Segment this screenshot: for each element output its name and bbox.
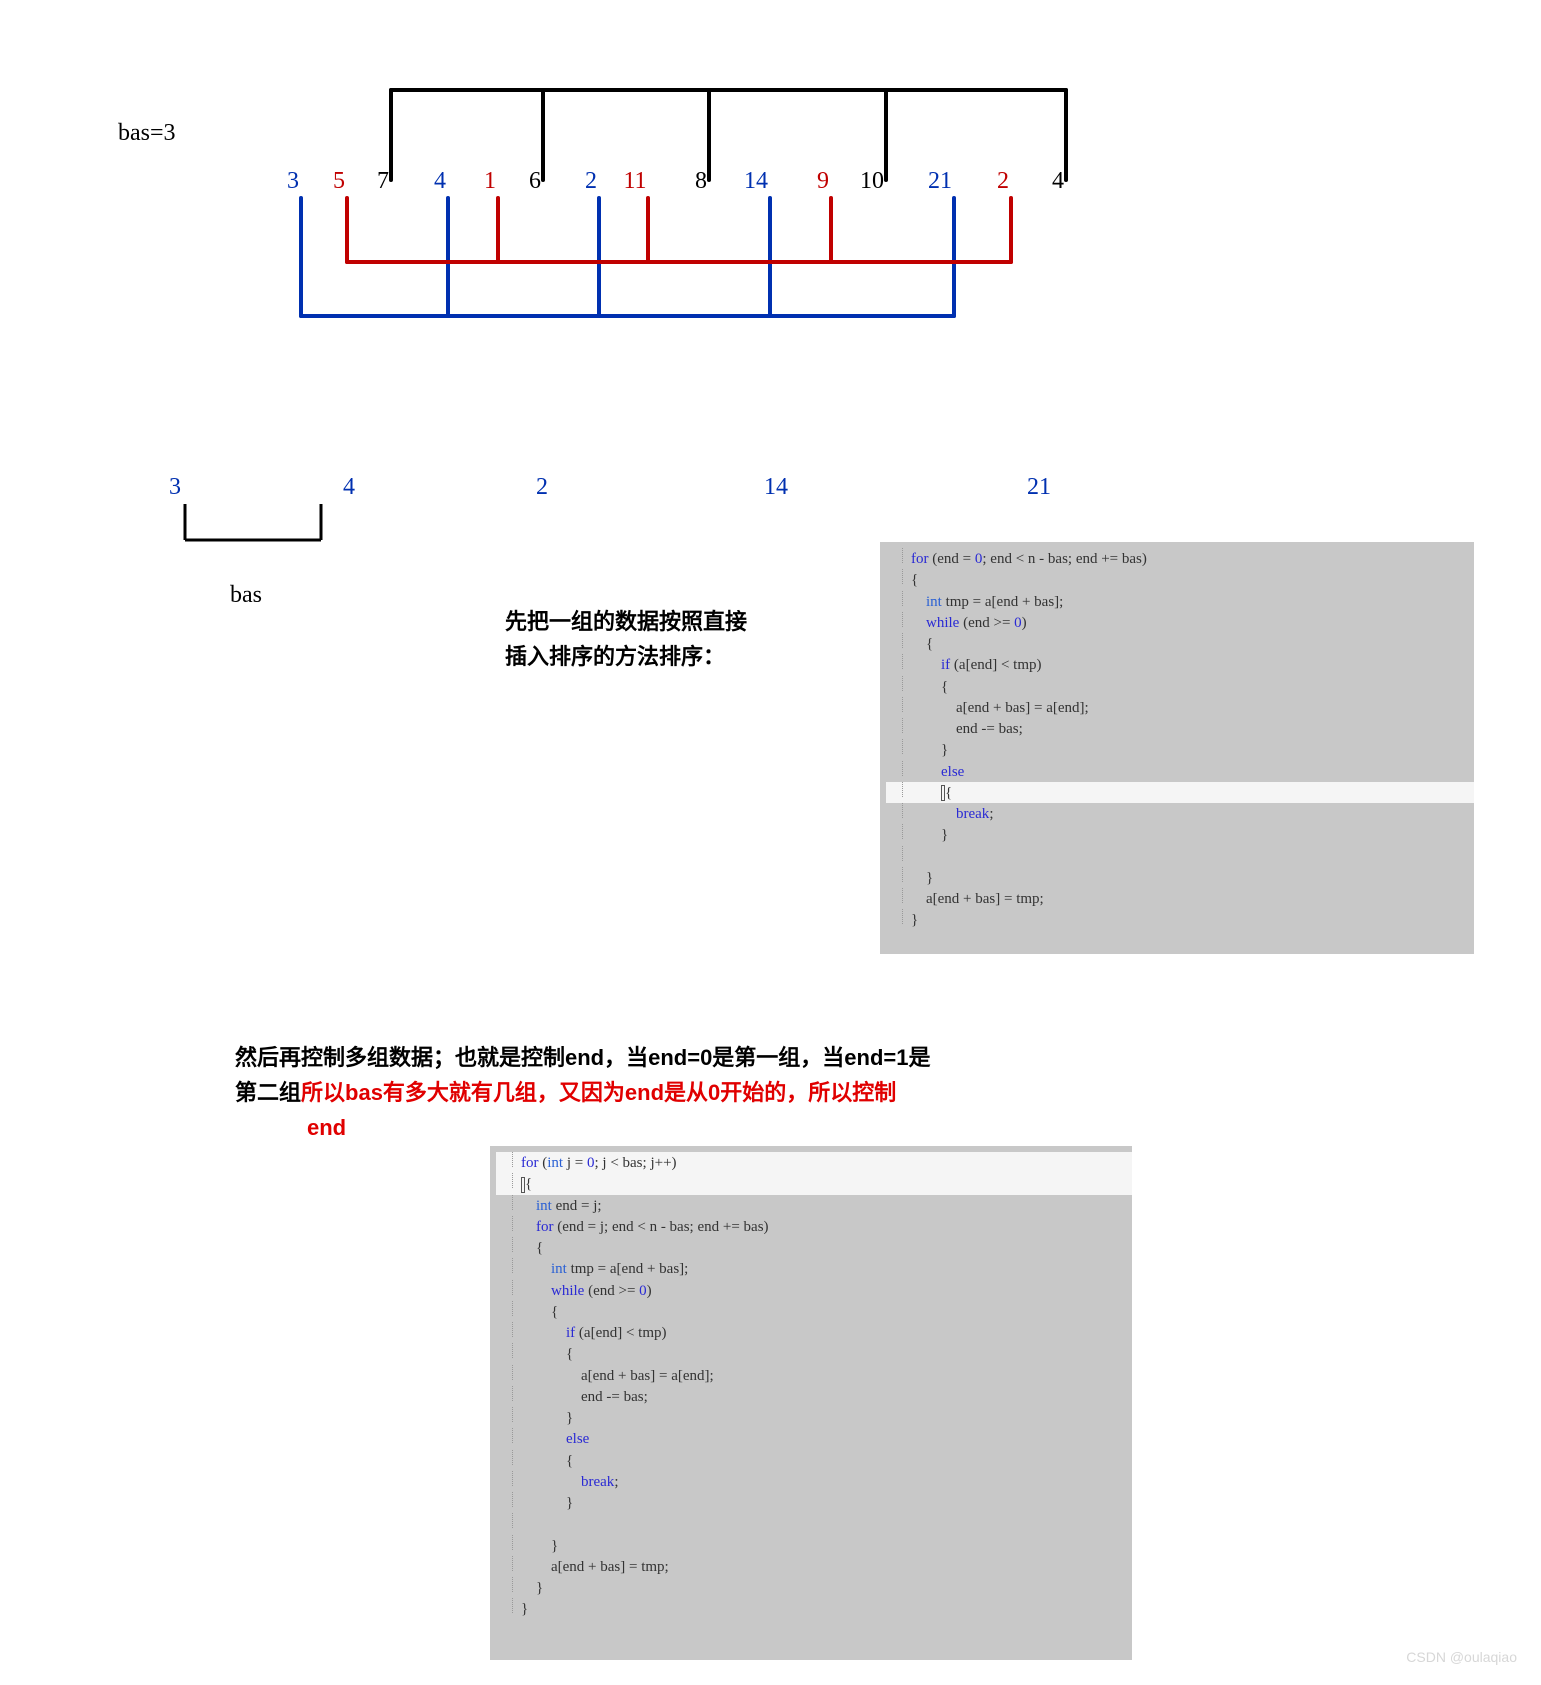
explain-text-1: 先把一组的数据按照直接插入排序的方法排序： <box>505 604 747 674</box>
top-array-value-3: 4 <box>434 168 446 195</box>
top-array-value-7: 11 <box>623 168 646 195</box>
top-array-value-12: 21 <box>928 168 952 195</box>
top-array-value-8: 8 <box>695 168 707 195</box>
top-array-value-9: 14 <box>744 168 768 195</box>
top-array-value-0: 3 <box>287 168 299 195</box>
top-array-value-14: 4 <box>1052 168 1064 195</box>
mid-bas-label: bas <box>230 582 262 609</box>
top-array-value-5: 6 <box>529 168 541 195</box>
top-array-value-10: 9 <box>817 168 829 195</box>
watermark: CSDN @oulaqiao <box>1406 1649 1517 1665</box>
top-array-value-4: 1 <box>484 168 496 195</box>
code-block-1: for (end = 0; end < n - bas; end += bas)… <box>880 542 1474 954</box>
explain-text-2: 然后再控制多组数据；也就是控制end，当end=0是第一组，当end=1是第二组… <box>235 1040 931 1146</box>
top-array-value-1: 5 <box>333 168 345 195</box>
top-array-value-6: 2 <box>585 168 597 195</box>
top-array-value-11: 10 <box>860 168 884 195</box>
top-array-value-13: 2 <box>997 168 1009 195</box>
code-block-2: for (int j = 0; j < bas; j++){ int end =… <box>490 1146 1132 1660</box>
top-array-value-2: 7 <box>377 168 389 195</box>
top-diagram-brackets <box>0 0 1541 360</box>
